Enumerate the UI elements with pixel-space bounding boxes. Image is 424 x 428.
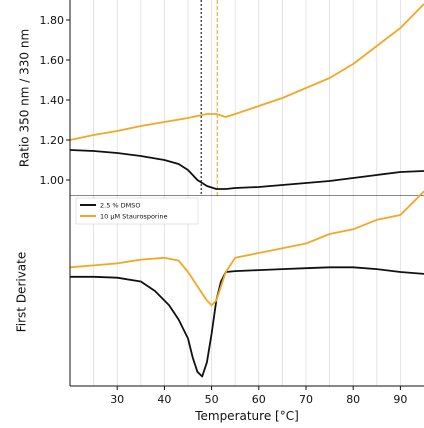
ratio-panel: 1.00 1.20 1.40 1.60 1.80 Ratio 350 nm / 330 … bbox=[18, 0, 424, 197]
ratio-series-layer bbox=[69, 3, 424, 190]
legend-label-staurosporine: 10 µM Staurosporine bbox=[100, 213, 168, 221]
derivative-grid bbox=[93, 196, 401, 386]
derivative-x-tick-label: 40 bbox=[157, 393, 171, 406]
ratio-grid bbox=[93, 0, 401, 196]
ratio-y-tick-label: 1.40 bbox=[40, 94, 65, 107]
derivative-x-tick-label: 30 bbox=[110, 393, 124, 406]
derivative-xlabel: Temperature [°C] bbox=[194, 409, 299, 423]
ratio-line-staurosporine bbox=[69, 3, 424, 141]
melting-point-markers bbox=[200, 0, 218, 196]
derivative-line-dmso bbox=[70, 266, 424, 378]
derivative-ylabel: First Derivate bbox=[15, 252, 29, 333]
derivative-axes bbox=[69, 196, 424, 387]
legend-box bbox=[75, 197, 199, 225]
derivative-x-tick-label: 70 bbox=[299, 393, 313, 406]
ratio-y-ticks: 1.00 1.20 1.40 1.60 1.80 bbox=[40, 14, 70, 187]
legend: 2.5 % DMSO 10 µM Staurosporine bbox=[75, 197, 199, 225]
ratio-y-tick-label: 1.60 bbox=[40, 54, 65, 67]
ratio-y-tick-label: 1.00 bbox=[40, 174, 65, 187]
derivative-series-layer bbox=[69, 190, 424, 378]
derivative-line-staurosporine bbox=[69, 190, 424, 307]
ratio-y-tick-label: 1.80 bbox=[40, 14, 65, 27]
legend-label-dmso: 2.5 % DMSO bbox=[100, 202, 141, 210]
derivative-plot-area bbox=[70, 196, 424, 386]
derivative-x-tick-label: 90 bbox=[393, 393, 407, 406]
derivative-x-ticks: 30 40 50 60 70 80 90 bbox=[110, 386, 407, 406]
ratio-ylabel: Ratio 350 nm / 330 nm bbox=[18, 29, 32, 167]
derivative-panel: 30 40 50 60 70 80 90 First Derivate Temperatur… bbox=[15, 190, 424, 423]
ratio-y-tick-label: 1.20 bbox=[40, 134, 65, 147]
ratio-line-dmso bbox=[69, 149, 424, 190]
derivative-x-tick-label: 50 bbox=[205, 393, 219, 406]
derivative-x-tick-label: 80 bbox=[346, 393, 360, 406]
derivative-x-tick-label: 60 bbox=[252, 393, 266, 406]
ratio-plot-area bbox=[70, 0, 424, 196]
